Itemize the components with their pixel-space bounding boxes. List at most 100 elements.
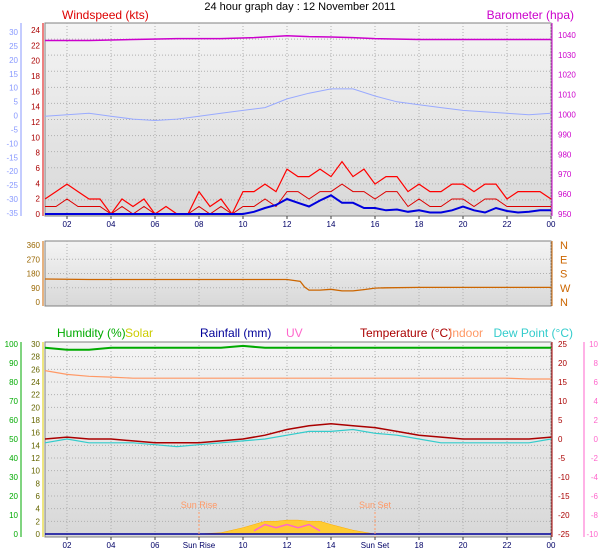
rainfall-tick: 16: [31, 429, 40, 438]
x-tick-label: 08: [195, 220, 204, 229]
outer-left-tick: 20: [9, 56, 18, 65]
windspeed-tick: 4: [36, 179, 41, 188]
barometer-axis-label: Barometer (hpa): [487, 8, 574, 22]
x-tick-label: 18: [415, 541, 424, 550]
temperature-tick: 5: [558, 416, 563, 425]
humidity-tick: 30: [9, 473, 18, 482]
outer-left-tick: 5: [14, 98, 19, 107]
direction-tick: 270: [27, 255, 41, 264]
wind-panel-grid: [45, 23, 552, 216]
x-tick-label: 00: [547, 220, 556, 229]
rainfall-tick: 2: [36, 517, 41, 526]
rainfall-tick: 22: [31, 391, 40, 400]
outer-left-tick: -30: [6, 195, 18, 204]
outer-left-tick: -20: [6, 167, 18, 176]
x-tick-label: 10: [239, 220, 248, 229]
rainfall-tick: 26: [31, 365, 40, 374]
humidity-tick: 70: [9, 397, 18, 406]
temperature-tick: -5: [558, 454, 566, 463]
humidity-tick: 10: [9, 511, 18, 520]
x-tick-label: 06: [151, 220, 160, 229]
windspeed-tick: 22: [31, 41, 40, 50]
rainfall-tick: 0: [36, 530, 41, 539]
windspeed-tick: 18: [31, 72, 40, 81]
rainfall-tick: 8: [36, 479, 41, 488]
x-tick-label: 12: [283, 541, 292, 550]
humidity-tick: 50: [9, 435, 18, 444]
rainfall-label: Rainfall (mm): [200, 326, 271, 340]
windspeed-tick: 10: [31, 133, 40, 142]
x-tick-label: 18: [415, 220, 424, 229]
x-tick-label: 22: [503, 220, 512, 229]
temperature-tick: 25: [558, 340, 567, 349]
rainfall-tick: 28: [31, 353, 40, 362]
x-tick-label: 20: [459, 541, 468, 550]
x-tick-label: 14: [327, 220, 336, 229]
dewpoint-tick: -8: [591, 511, 599, 520]
temperature-tick: 0: [558, 435, 563, 444]
dewpoint-tick: -2: [591, 454, 599, 463]
dewpoint-tick: -6: [591, 492, 599, 501]
uv-series-line: [253, 523, 321, 532]
sunrise-label: Sun Rise: [181, 500, 218, 510]
x-tick-label: 02: [63, 220, 72, 229]
wind-direction-series-line: [44, 278, 551, 292]
x-tick-label: 16: [371, 220, 380, 229]
sun-annotations: Sun Rise Sun Set: [181, 500, 392, 537]
solar-label: Solar: [125, 326, 153, 340]
windavg-series-line: [45, 194, 551, 215]
dewpoint-tick: 8: [594, 359, 599, 368]
windspeed-tick: 0: [36, 210, 41, 219]
temperature-tick: -20: [558, 511, 570, 520]
appTemp-series-line: [44, 88, 552, 122]
solar-area: [198, 519, 376, 535]
direction-tick: 180: [27, 270, 41, 279]
direction-panel-grid: [45, 241, 552, 306]
compass-tick: N: [560, 297, 568, 309]
humidity-tick: 90: [9, 359, 18, 368]
temperature-panel-axes: 0102030405060708090100024681012141618202…: [5, 340, 599, 550]
x-tick-label: 20: [459, 220, 468, 229]
x-tick-label: 06: [151, 541, 160, 550]
windspeed-tick: 16: [31, 87, 40, 96]
compass-tick: S: [560, 269, 567, 281]
dewpoint-tick: 2: [594, 416, 599, 425]
temperature-tick: -15: [558, 492, 570, 501]
x-tick-label: 04: [107, 541, 116, 550]
temperature-tick: 20: [558, 359, 567, 368]
rainfall-tick: 30: [31, 340, 40, 349]
temperature-tick: -10: [558, 473, 570, 482]
barometer-tick: 980: [558, 150, 572, 159]
dewpoint-tick: 10: [589, 340, 598, 349]
barometer-tick: 960: [558, 190, 572, 199]
indoor-series-line: [44, 370, 551, 380]
humidity-tick: 100: [5, 340, 19, 349]
compass-tick: W: [560, 283, 571, 295]
outer-left-tick: -25: [6, 181, 18, 190]
barometer-tick: 1010: [558, 91, 576, 100]
sunset-label: Sun Set: [359, 500, 392, 510]
windspeed-tick: 2: [36, 195, 41, 204]
uv-label: UV: [286, 326, 303, 340]
rainfall-tick: 6: [36, 492, 41, 501]
outer-left-tick: -15: [6, 153, 18, 162]
dewpoint-tick: 6: [594, 378, 599, 387]
baro-series-line: [45, 34, 551, 42]
rainfall-tick: 18: [31, 416, 40, 425]
rainfall-tick: 24: [31, 378, 40, 387]
dewpoint-tick: -4: [591, 473, 599, 482]
direction-panel-series: [44, 278, 551, 292]
x-tick-label: 00: [547, 541, 556, 550]
direction-tick: 90: [31, 284, 40, 293]
windspeed-tick: 12: [31, 118, 40, 127]
windspeed-axis-label: Windspeed (kts): [62, 8, 149, 22]
rainfall-tick: 10: [31, 467, 40, 476]
humidity-tick: 40: [9, 454, 18, 463]
humidity-series-line: [44, 344, 551, 351]
x-tick-label: 10: [239, 541, 248, 550]
wind-series-line: [45, 183, 551, 215]
barometer-tick: 950: [558, 210, 572, 219]
temp-series-line: [44, 423, 552, 444]
